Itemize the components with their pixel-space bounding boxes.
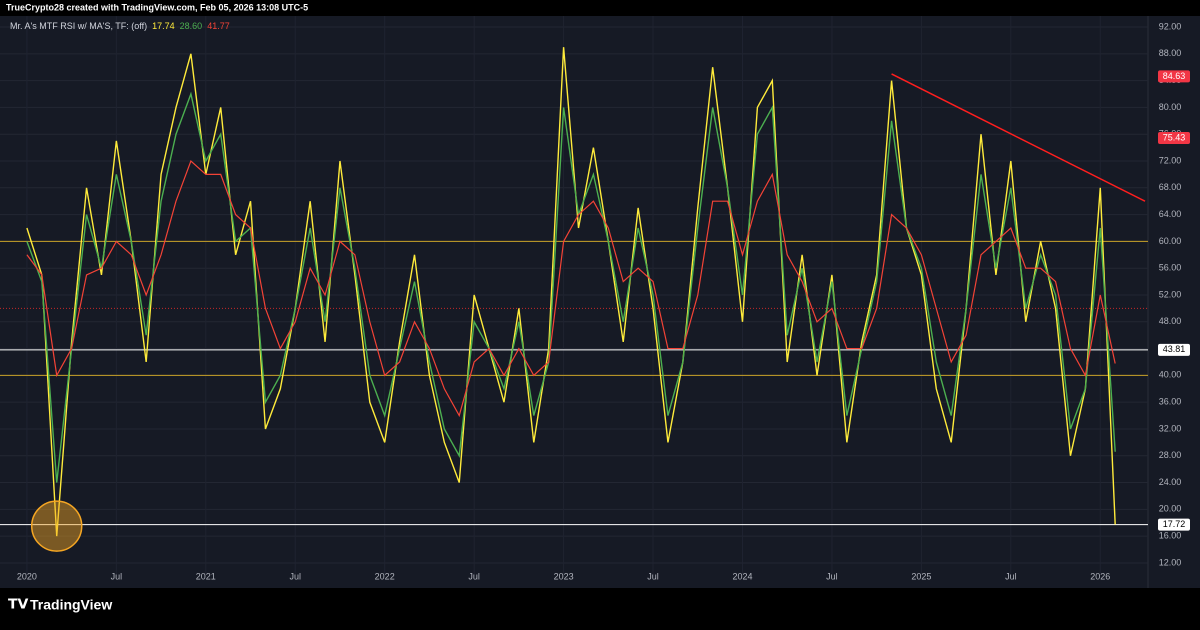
x-tick-label: Jul — [289, 571, 301, 581]
y-tick-label: 24.00 — [1159, 477, 1182, 487]
price-label: 75.43 — [1163, 132, 1186, 142]
x-tick-label: Jul — [111, 571, 123, 581]
indicator-name: Mr. A's MTF RSI w/ MA'S, TF: (off) — [10, 21, 147, 31]
logo-icon: 𝗧𝗩 — [8, 596, 29, 612]
y-tick-label: 72.00 — [1159, 155, 1182, 165]
x-tick-label: 2024 — [732, 571, 752, 581]
indicator-legend: Mr. A's MTF RSI w/ MA'S, TF: (off) 17.74 2… — [10, 21, 230, 31]
y-tick-label: 68.00 — [1159, 182, 1182, 192]
y-tick-label: 12.00 — [1159, 557, 1182, 567]
price-label: 17.72 — [1163, 519, 1186, 529]
y-tick-label: 92.00 — [1159, 21, 1182, 31]
y-tick-label: 32.00 — [1159, 423, 1182, 433]
y-tick-label: 16.00 — [1159, 531, 1182, 541]
price-label-box — [1158, 343, 1190, 356]
x-tick-label: Jul — [1005, 571, 1017, 581]
rsi-line — [26, 159, 1116, 418]
rsi-line — [26, 47, 1116, 537]
y-tick-label: 80.00 — [1159, 102, 1182, 112]
y-tick-label: 52.00 — [1159, 289, 1182, 299]
x-tick-label: Jul — [647, 571, 659, 581]
y-tick-label: 28.00 — [1159, 450, 1182, 460]
y-tick-label: 36.00 — [1159, 397, 1182, 407]
chart-panel — [0, 16, 1200, 588]
header: TrueCrypto28 created with TradingView.co… — [6, 2, 308, 12]
x-tick-label: 2022 — [375, 571, 395, 581]
price-label-box — [1158, 132, 1190, 145]
y-tick-label: 20.00 — [1159, 504, 1182, 514]
x-tick-label: 2026 — [1090, 571, 1110, 581]
x-tick-label: 2020 — [17, 571, 37, 581]
legend-value: 17.74 — [152, 21, 175, 31]
y-tick-label: 48.00 — [1159, 316, 1182, 326]
price-label-box — [1158, 70, 1190, 83]
x-tick-label: 2021 — [196, 571, 216, 581]
y-tick-label: 56.00 — [1159, 263, 1182, 273]
legend-value: 28.60 — [180, 21, 203, 31]
price-label-box — [1158, 518, 1190, 531]
price-label: 43.81 — [1163, 344, 1186, 354]
rsi-line — [26, 91, 1116, 483]
y-tick-label: 60.00 — [1159, 236, 1182, 246]
y-tick-label: 64.00 — [1159, 209, 1182, 219]
x-tick-label: Jul — [468, 571, 480, 581]
legend-value: 41.77 — [207, 21, 230, 31]
x-tick-label: Jul — [826, 571, 838, 581]
footer-logo: TradingView — [30, 597, 112, 613]
price-label: 84.63 — [1163, 71, 1186, 81]
x-tick-label: 2025 — [911, 571, 931, 581]
y-tick-label: 40.00 — [1159, 370, 1182, 380]
highlight-circle — [30, 500, 83, 552]
y-tick-label: 88.00 — [1159, 48, 1182, 58]
trendline — [891, 73, 1146, 202]
x-tick-label: 2023 — [554, 571, 574, 581]
